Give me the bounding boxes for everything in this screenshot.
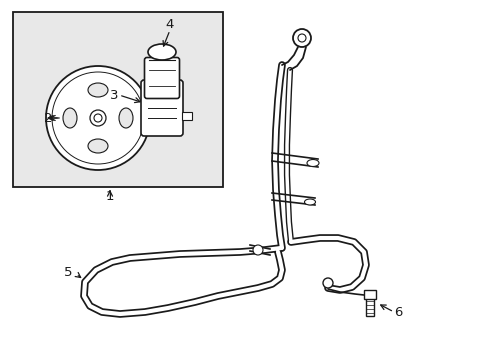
Ellipse shape <box>306 159 318 166</box>
Bar <box>182 112 192 120</box>
Text: 2: 2 <box>43 112 52 125</box>
Ellipse shape <box>119 108 133 128</box>
Circle shape <box>90 110 106 126</box>
FancyBboxPatch shape <box>144 58 179 99</box>
Circle shape <box>323 278 332 288</box>
Bar <box>365 298 373 316</box>
Text: 4: 4 <box>165 18 174 31</box>
Circle shape <box>292 29 310 47</box>
Circle shape <box>52 72 143 164</box>
Ellipse shape <box>88 139 108 153</box>
Circle shape <box>252 245 263 255</box>
Text: 6: 6 <box>393 306 401 319</box>
Bar <box>13 12 223 187</box>
Text: 3: 3 <box>109 89 118 102</box>
Ellipse shape <box>304 199 315 205</box>
Ellipse shape <box>88 83 108 97</box>
Ellipse shape <box>148 44 176 60</box>
Text: 1: 1 <box>105 189 114 202</box>
Text: 5: 5 <box>63 266 72 279</box>
Circle shape <box>94 114 102 122</box>
Ellipse shape <box>63 108 77 128</box>
Bar <box>363 290 375 299</box>
Circle shape <box>46 66 150 170</box>
FancyBboxPatch shape <box>141 80 183 136</box>
Circle shape <box>297 34 305 42</box>
